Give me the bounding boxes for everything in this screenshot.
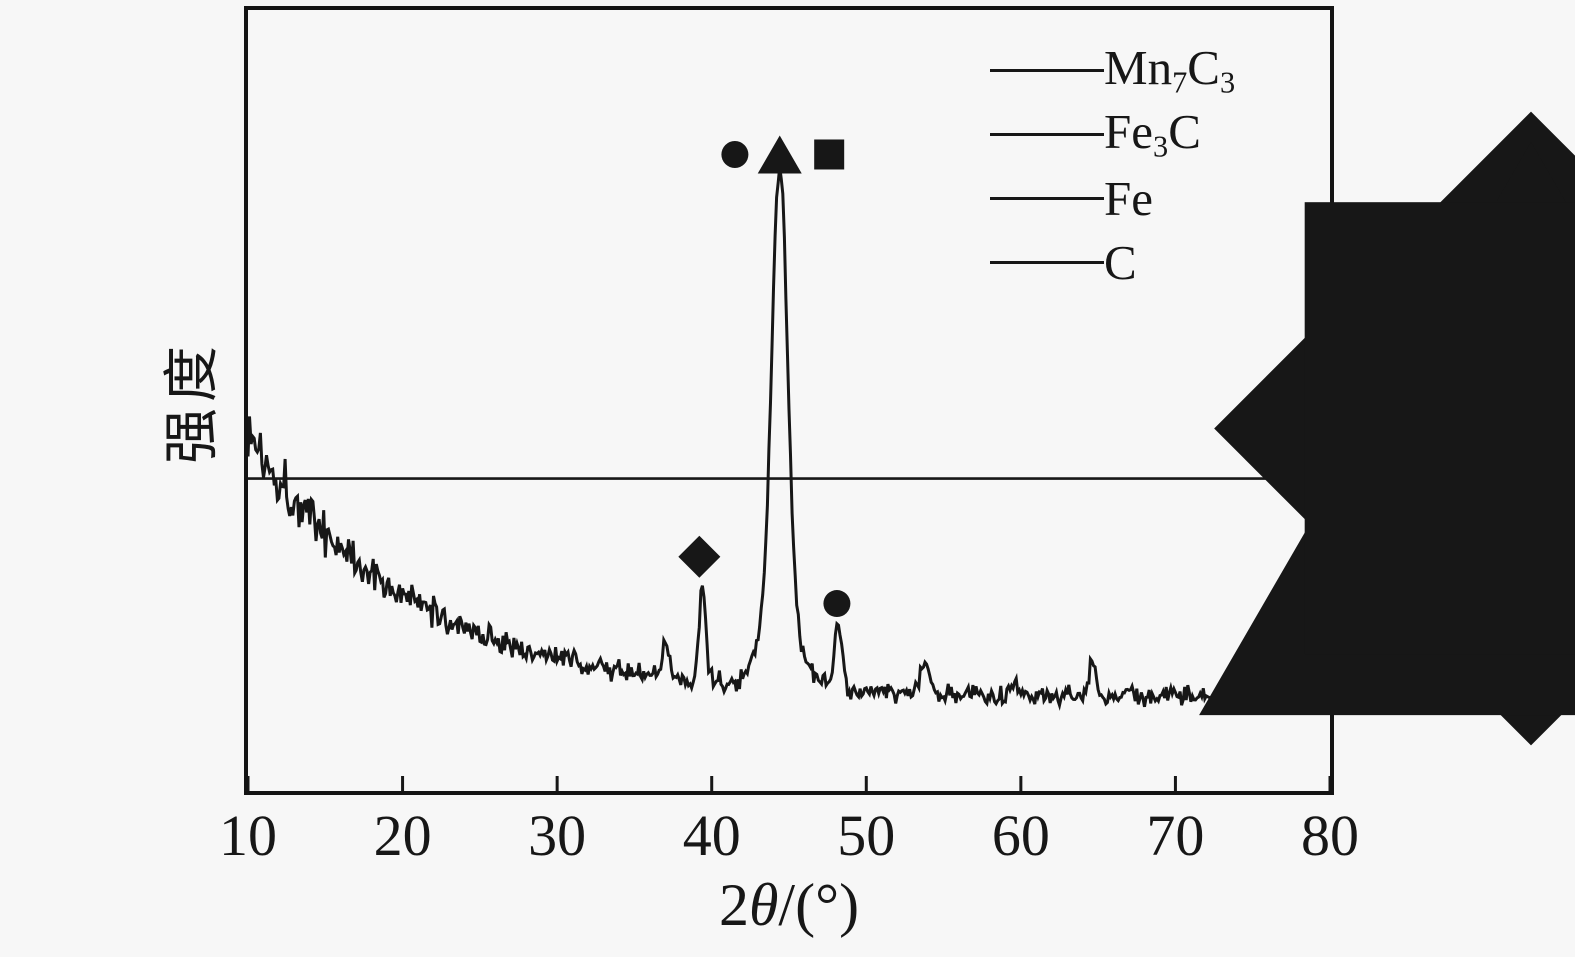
- square-marker: [1304, 202, 1575, 655]
- legend-label-Fe3C: Fe3C: [1104, 103, 1201, 164]
- x-axis-tick-labels: 10 20 30 40 50 60 70 80: [0, 804, 1575, 874]
- triangle-marker-Fe: [757, 135, 802, 174]
- circle-marker-Fe3C: [823, 590, 851, 618]
- x-tick-label-40: 40: [682, 803, 741, 868]
- legend-label-Mn7C3: Mn7C3: [1104, 39, 1236, 100]
- x-tick-label-80: 80: [1301, 803, 1359, 868]
- square-marker-C: [814, 139, 845, 170]
- legend-line: [990, 68, 1104, 72]
- x-tick-label-50: 50: [837, 803, 896, 868]
- plot-area: Mn7C3 Fe3C Fe C: [244, 6, 1575, 795]
- xrd-trace: [248, 166, 1330, 711]
- legend: Mn7C3 Fe3C Fe C: [990, 38, 1575, 746]
- x-axis-label: 2θ/(°): [244, 870, 1334, 940]
- legend-label-Fe: Fe: [1104, 170, 1153, 226]
- x-axis-label-prefix: 2: [718, 872, 749, 938]
- y-axis-label: 强度: [162, 340, 224, 464]
- legend-line: [990, 132, 1104, 136]
- circle-marker-Fe3C: [721, 140, 749, 168]
- x-tick-label-60: 60: [991, 803, 1050, 868]
- xrd-plot-svg: [248, 135, 1330, 791]
- x-tick-label-20: 20: [373, 803, 432, 868]
- square-icon: [1304, 202, 1575, 655]
- legend-label-C: C: [1104, 234, 1137, 290]
- x-axis-label-suffix: /(°): [778, 872, 860, 938]
- x-tick-label-30: 30: [528, 803, 587, 868]
- x-axis-label-theta: θ: [748, 872, 779, 938]
- x-tick-label-10: 10: [219, 803, 277, 868]
- legend-line: [990, 260, 1104, 264]
- legend-line: [990, 196, 1104, 200]
- x-tick-label-70: 70: [1146, 803, 1205, 868]
- legend-item-C: C: [990, 202, 1575, 655]
- diamond-marker-Mn7C3: [678, 535, 721, 578]
